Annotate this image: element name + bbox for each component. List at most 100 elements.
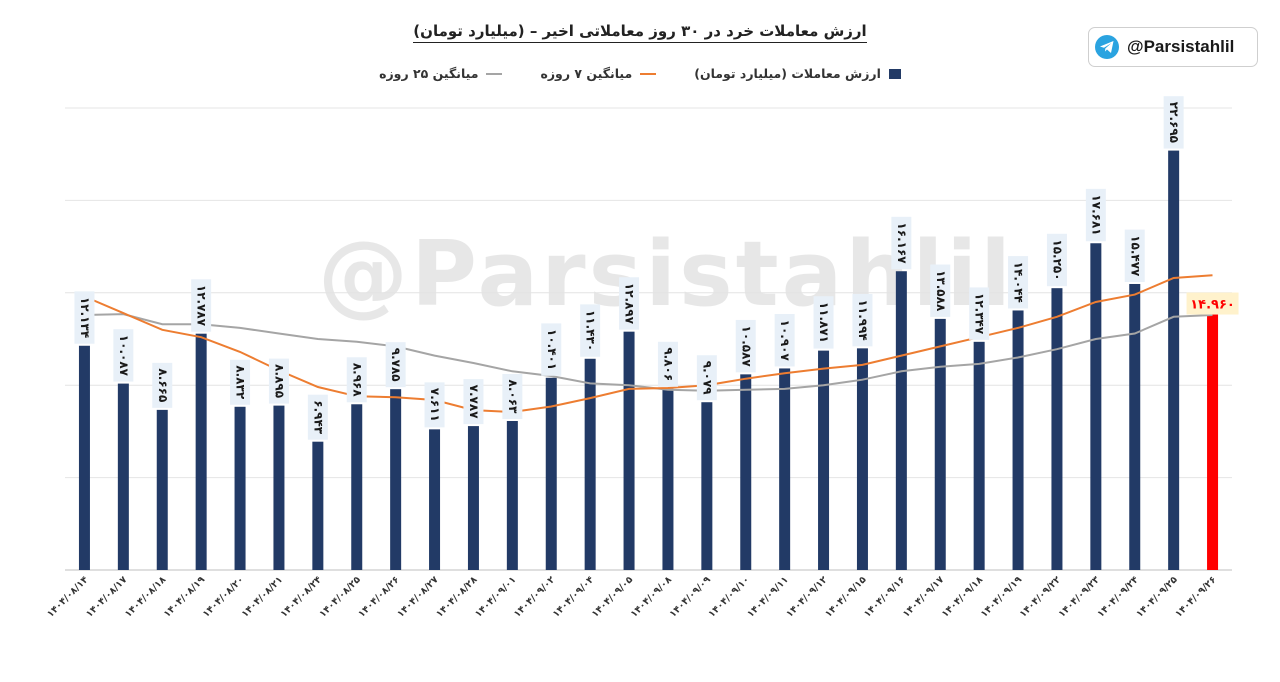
- bar: [662, 388, 674, 570]
- bar: [623, 331, 635, 570]
- data-label-bg: [385, 342, 406, 388]
- legend-swatch-bars: [888, 68, 901, 79]
- bar: [895, 271, 907, 570]
- bar: [1168, 150, 1180, 570]
- data-label-bg: [230, 359, 251, 405]
- data-label-bg: [113, 329, 134, 382]
- bar: [429, 429, 441, 570]
- data-label: ۸.۹۶۸: [350, 363, 364, 398]
- data-label-bg: [1163, 96, 1184, 149]
- data-label: ۱۰.۵۸۷: [739, 326, 753, 368]
- data-label: ۱۴.۹۶۰: [1190, 298, 1235, 313]
- data-label: ۱۲.۷۸۷: [195, 285, 209, 327]
- bar: [195, 333, 207, 570]
- data-label-bg: [424, 382, 445, 428]
- data-label: ۱۰.۰۸۷: [117, 335, 131, 377]
- bar: [1129, 283, 1141, 570]
- legend-label-ma25: میانگین ۲۵ روزه: [379, 66, 479, 81]
- data-label: ۸.۸۹۵: [272, 364, 286, 398]
- bar: [973, 341, 985, 570]
- data-label: ۸.۸۳۲: [234, 365, 248, 400]
- bar: [779, 368, 791, 570]
- bar: [1012, 310, 1024, 570]
- legend-item-ma25: میانگین ۲۵ روزه: [379, 66, 503, 81]
- data-label: ۱۰.۹۰۷: [778, 320, 792, 362]
- bar: [740, 374, 752, 570]
- bar: [234, 406, 246, 570]
- data-label-bg: [307, 394, 328, 440]
- bar: [312, 441, 324, 570]
- telegram-icon: [1095, 35, 1119, 59]
- data-label-bg: [813, 296, 834, 349]
- data-label-bg: [580, 304, 601, 357]
- legend-label-bars: ارزش معاملات (میلیارد تومان): [694, 66, 881, 81]
- data-label-bg: [696, 355, 717, 401]
- data-label: ۸.۶۶۵: [156, 368, 170, 402]
- bar: [818, 350, 830, 570]
- bar: [1090, 243, 1102, 570]
- bar: [117, 383, 129, 570]
- data-label-bg: [891, 216, 912, 270]
- data-label: ۱۵.۴۷۷: [1128, 235, 1142, 277]
- data-label-bg: [541, 323, 562, 376]
- bar: [273, 405, 285, 570]
- data-label: ۱۳.۵۸۸: [934, 270, 948, 312]
- data-label-bg: [774, 314, 795, 367]
- data-label-bg: [1046, 233, 1067, 287]
- bar: [934, 318, 946, 570]
- bar: [701, 402, 713, 570]
- data-label-bg: [735, 319, 756, 373]
- data-label-bg: [191, 279, 212, 332]
- brand-badge[interactable]: @Parsistahlil: [1088, 27, 1258, 67]
- legend-label-ma7: میانگین ۷ روزه: [540, 66, 633, 81]
- bar: [856, 348, 868, 570]
- ma25-line: [84, 313, 1213, 392]
- data-label-bg: [1085, 188, 1106, 242]
- data-label: ۷.۶۱۱: [428, 388, 442, 422]
- brand-handle: @Parsistahlil: [1127, 37, 1235, 56]
- data-label-bg: [657, 341, 678, 387]
- chart-title-text: ارزش معاملات خرد در ۳۰ روز معاملاتی اخیر…: [413, 22, 867, 43]
- data-label: ۹.۰۷۹: [700, 361, 714, 396]
- data-label-bg: [969, 287, 990, 340]
- bar: [506, 420, 518, 570]
- legend-swatch-ma25: [486, 72, 503, 75]
- legend-swatch-ma7: [640, 72, 657, 75]
- legend-item-ma7: میانگین ۷ روزه: [540, 66, 657, 81]
- data-label-bg: [463, 379, 484, 425]
- data-label: ۱۰.۴۰۱: [545, 329, 559, 370]
- data-label: ۸.۰۶۳: [506, 380, 520, 415]
- data-label-bg: [1008, 256, 1029, 309]
- bar: [584, 358, 596, 570]
- bar: [1207, 293, 1219, 570]
- chart-title: ارزش معاملات خرد در ۳۰ روز معاملاتی اخیر…: [0, 22, 1280, 43]
- data-label: ۱۲.۳۴۷: [973, 293, 987, 335]
- data-label: ۱۲.۸۹۷: [623, 283, 637, 325]
- data-label: ۱۱.۴۳۰: [584, 310, 598, 351]
- data-label: ۱۶.۱۶۷: [895, 222, 909, 264]
- bar: [390, 389, 402, 570]
- bar: [545, 377, 557, 570]
- data-label-bg: [1186, 292, 1239, 315]
- data-label: ۶.۹۴۳: [311, 400, 325, 435]
- bar: [156, 409, 168, 570]
- data-label-bg: [619, 277, 640, 330]
- bar: [467, 426, 479, 570]
- data-label-bg: [930, 264, 951, 317]
- data-label-bg: [268, 358, 289, 404]
- bar: [78, 345, 90, 570]
- data-label: ۱۷.۶۸۱: [1089, 194, 1103, 235]
- data-label: ۹.۸۰۶: [661, 347, 675, 381]
- bar: [351, 404, 363, 570]
- x-tick-label: ۱۴۰۴/۰۹/۲۶: [1173, 574, 1218, 619]
- data-label-bg: [1124, 229, 1145, 282]
- data-label-bg: [74, 291, 95, 344]
- bar: [1051, 288, 1063, 570]
- data-label-bg: [502, 373, 523, 419]
- data-label: ۱۲.۱۳۴: [78, 297, 92, 338]
- data-label: ۷.۷۸۷: [467, 385, 481, 420]
- legend-item-bars: ارزش معاملات (میلیارد تومان): [694, 66, 901, 81]
- chart-legend: ارزش معاملات (میلیارد تومان) میانگین ۷ ر…: [0, 66, 1280, 81]
- data-label: ۱۱.۹۹۴: [856, 300, 870, 341]
- data-label: ۱۱.۸۷۱: [817, 302, 831, 343]
